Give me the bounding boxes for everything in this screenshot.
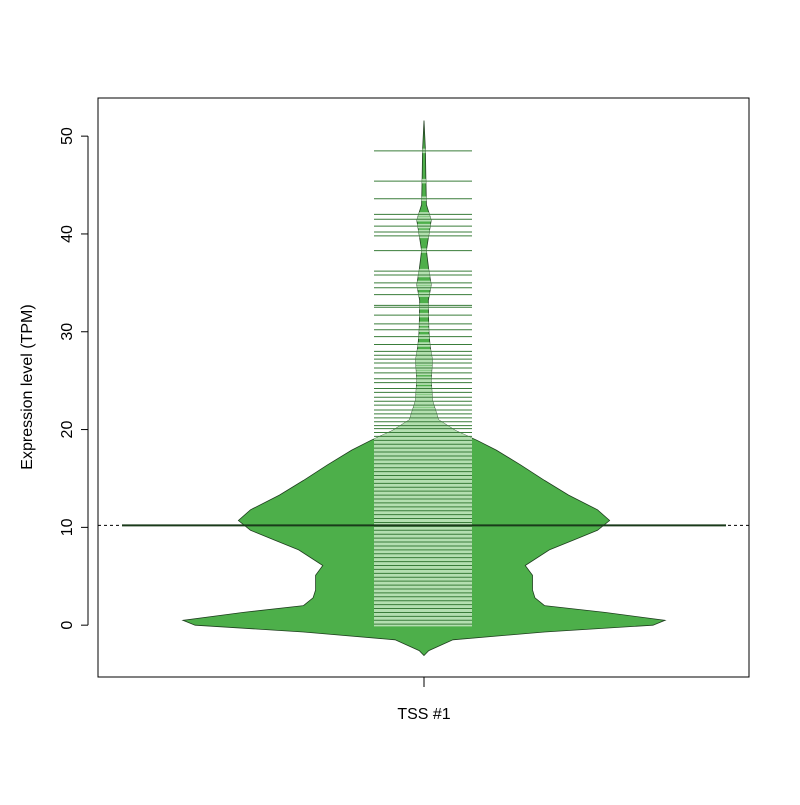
y-tick-label: 40 [59,225,76,243]
y-tick-label: 50 [59,127,76,145]
plot-frame [97,97,750,678]
y-axis-label: Expression level (TPM) [19,304,36,469]
y-tick-label: 20 [59,421,76,439]
y-tick-label: 30 [59,323,76,341]
x-tick-label: TSS #1 [397,706,450,723]
y-tick-label: 0 [59,621,76,630]
y-tick-label: 10 [59,518,76,536]
